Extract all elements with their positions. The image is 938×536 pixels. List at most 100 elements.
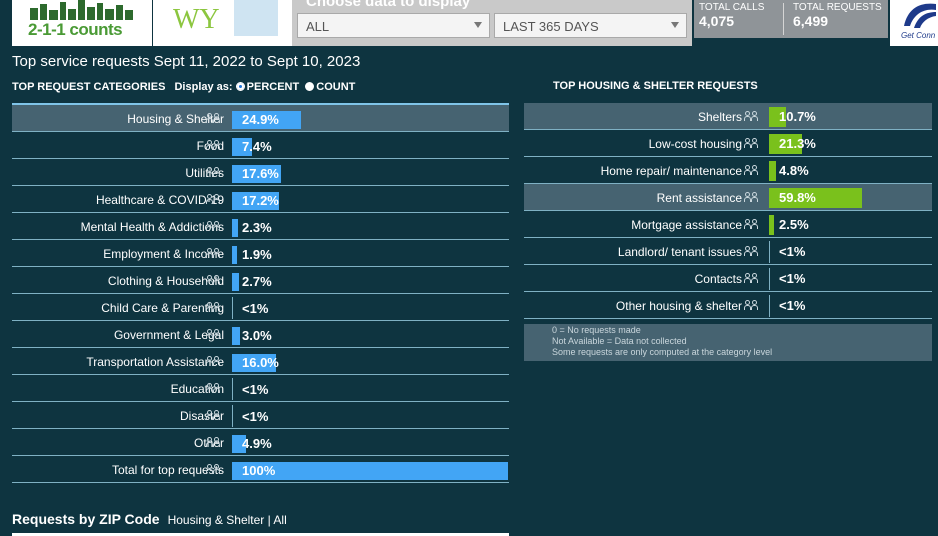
- total-requests-value: 6,499: [793, 13, 829, 29]
- stats-panel: TOTAL CALLS 4,075 TOTAL REQUESTS 6,499: [694, 0, 888, 38]
- housing-label: Contacts: [694, 272, 742, 286]
- notes-legend: 0 = No requests made Not Available = Data…: [524, 324, 932, 361]
- category-label: Employment & Income: [103, 247, 224, 261]
- category-row[interactable]: Total for top requests 100%: [12, 456, 509, 483]
- category-bar: [232, 165, 281, 183]
- housing-row[interactable]: Low-cost housing 21.3%: [524, 130, 932, 157]
- housing-value: 10.7%: [779, 109, 816, 124]
- housing-row[interactable]: Landlord/ tenant issues <1%: [524, 238, 932, 265]
- housing-row[interactable]: Shelters 10.7%: [524, 103, 932, 130]
- people-icon[interactable]: [206, 194, 221, 204]
- category-bar-axis: [232, 297, 233, 319]
- people-icon[interactable]: [206, 356, 221, 366]
- note-line: Not Available = Data not collected: [552, 336, 687, 346]
- people-icon[interactable]: [206, 410, 221, 420]
- housing-row[interactable]: Rent assistance 59.8%: [524, 184, 932, 211]
- category-row[interactable]: Government & Legal 3.0%: [12, 321, 509, 348]
- category-row[interactable]: Food 7.4%: [12, 132, 509, 159]
- category-value: 17.6%: [242, 166, 279, 181]
- page-title: Top service requests Sept 11, 2022 to Se…: [12, 53, 361, 70]
- housing-label: Rent assistance: [656, 191, 742, 205]
- people-icon[interactable]: [206, 248, 221, 258]
- housing-requests-table: Shelters 10.7% Low-cost housing 21.3% Home r…: [524, 103, 932, 319]
- people-icon[interactable]: [744, 300, 759, 310]
- chevron-down-icon: [474, 22, 482, 28]
- note-line: Some requests are only computed at the c…: [552, 347, 773, 357]
- category-value: 24.9%: [242, 112, 279, 127]
- people-icon[interactable]: [206, 383, 221, 393]
- category-row[interactable]: Mental Health & Addictions 2.3%: [12, 213, 509, 240]
- housing-label: Low-cost housing: [648, 137, 742, 151]
- stats-divider: [783, 3, 784, 35]
- radio-unselected-icon: [305, 82, 315, 91]
- housing-row[interactable]: Home repair/ maintenance 4.8%: [524, 157, 932, 184]
- total-calls-value: 4,075: [699, 13, 735, 29]
- count-radio[interactable]: COUNT: [305, 81, 355, 93]
- people-icon[interactable]: [206, 329, 221, 339]
- people-icon[interactable]: [206, 275, 221, 285]
- housing-bar: [769, 134, 802, 154]
- people-icon[interactable]: [206, 302, 221, 312]
- logo[interactable]: 2-1-1 counts: [12, 0, 152, 46]
- category-label: Clothing & Household: [107, 274, 224, 288]
- total-calls: TOTAL CALLS 4,075: [699, 0, 764, 38]
- category-bar: [232, 327, 241, 345]
- category-label: Healthcare & COVID-19: [95, 193, 224, 207]
- category-label: Transportation Assistance: [86, 355, 224, 369]
- area-select-value: ALL: [306, 19, 330, 34]
- people-icon[interactable]: [206, 167, 221, 177]
- people-icon[interactable]: [744, 165, 759, 175]
- housing-label: Landlord/ tenant issues: [617, 245, 742, 259]
- category-value: 2.7%: [242, 274, 272, 289]
- zip-title: Requests by ZIP Code: [12, 511, 160, 527]
- category-row[interactable]: Housing & Shelter 24.9%: [12, 105, 509, 132]
- area-select[interactable]: ALL: [297, 13, 490, 38]
- people-icon[interactable]: [744, 273, 759, 283]
- people-icon[interactable]: [206, 464, 221, 474]
- category-bar-axis: [232, 405, 233, 427]
- period-select[interactable]: LAST 365 DAYS: [494, 13, 687, 38]
- category-value: 17.2%: [242, 193, 279, 208]
- count-radio-label: COUNT: [316, 81, 356, 93]
- filter-title: Choose data to display: [306, 0, 471, 10]
- category-row[interactable]: Transportation Assistance 16.0%: [12, 348, 509, 375]
- category-value: 7.4%: [242, 139, 272, 154]
- city-skyline-icon: [30, 0, 133, 20]
- category-bar-axis: [232, 378, 233, 400]
- category-row[interactable]: Child Care & Parenting <1%: [12, 294, 509, 321]
- left-panel-title: TOP REQUEST CATEGORIES: [12, 81, 166, 93]
- filter-bar: Choose data to display ALL LAST 365 DAYS: [292, 0, 692, 46]
- people-icon[interactable]: [206, 140, 221, 150]
- category-row[interactable]: Clothing & Household 2.7%: [12, 267, 509, 294]
- category-label: Child Care & Parenting: [101, 301, 224, 315]
- category-value: 100%: [242, 463, 276, 478]
- category-row[interactable]: Education <1%: [12, 375, 509, 402]
- housing-value: <1%: [779, 298, 806, 313]
- category-row[interactable]: Healthcare & COVID-19 17.2%: [12, 186, 509, 213]
- people-icon[interactable]: [744, 111, 759, 121]
- housing-bar: [769, 215, 774, 235]
- total-requests: TOTAL REQUESTS 6,499: [793, 0, 882, 38]
- housing-row[interactable]: Mortgage assistance 2.5%: [524, 211, 932, 238]
- people-icon[interactable]: [206, 221, 221, 231]
- people-icon[interactable]: [744, 246, 759, 256]
- percent-radio[interactable]: PERCENT: [235, 81, 299, 93]
- category-row[interactable]: Other 4.9%: [12, 429, 509, 456]
- people-icon[interactable]: [206, 113, 221, 123]
- partner-logo[interactable]: Get Conn: [890, 0, 938, 46]
- category-row[interactable]: Disaster <1%: [12, 402, 509, 429]
- housing-row[interactable]: Contacts <1%: [524, 265, 932, 292]
- total-requests-label: TOTAL REQUESTS: [793, 2, 882, 13]
- right-panel-title: TOP HOUSING & SHELTER REQUESTS: [553, 80, 758, 92]
- people-icon[interactable]: [744, 138, 759, 148]
- zip-section-title: Requests by ZIP Code Housing & Shelter | …: [12, 511, 287, 527]
- housing-row[interactable]: Other housing & shelter <1%: [524, 292, 932, 319]
- category-row[interactable]: Utilities 17.6%: [12, 159, 509, 186]
- state-map-icon[interactable]: [234, 0, 278, 36]
- people-icon[interactable]: [744, 219, 759, 229]
- category-value: 1.9%: [242, 247, 272, 262]
- people-icon[interactable]: [744, 192, 759, 202]
- people-icon[interactable]: [206, 437, 221, 447]
- category-value: <1%: [242, 409, 269, 424]
- category-row[interactable]: Employment & Income 1.9%: [12, 240, 509, 267]
